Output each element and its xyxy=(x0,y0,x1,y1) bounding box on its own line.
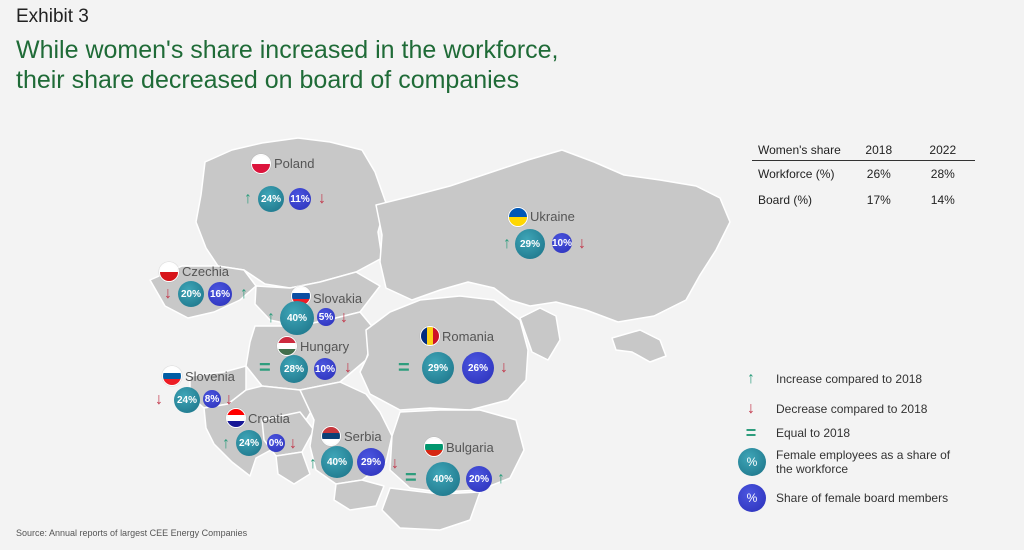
poland-workforce-trend-up-icon: ↑ xyxy=(244,190,252,207)
country-label-czechia: Czechia xyxy=(182,264,229,279)
serbia-board-bubble: 29% xyxy=(357,448,385,476)
country-shape-moldova xyxy=(519,307,561,361)
czechia-board-bubble: 16% xyxy=(208,282,232,306)
country-shape-bulgaria xyxy=(389,409,525,493)
table-header-row: Women's share 2018 2022 xyxy=(752,140,975,161)
czechia-workforce-trend-down-icon: ↓ xyxy=(164,285,172,302)
legend-board-circle-icon: % xyxy=(738,484,766,512)
hungary-board-bubble: 10% xyxy=(314,358,336,380)
table-header-2018: 2018 xyxy=(846,140,911,161)
hungary-board-trend-down-icon: ↓ xyxy=(344,359,352,376)
ukraine-board-bubble: 10% xyxy=(552,233,572,253)
source-note: Source: Annual reports of largest CEE En… xyxy=(16,528,248,538)
country-label-ukraine: Ukraine xyxy=(530,209,575,224)
serbia-workforce-trend-up-icon: ↑ xyxy=(309,455,317,472)
table-cell-board-2022: 14% xyxy=(930,193,955,207)
bulgaria-board-bubble: 20% xyxy=(466,466,492,492)
ukraine-board-trend-down-icon: ↓ xyxy=(578,235,586,252)
croatia-board-trend-down-icon: ↓ xyxy=(289,435,297,452)
croatia-flag-icon xyxy=(226,408,246,428)
czechia-workforce-bubble: 20% xyxy=(178,281,204,307)
legend-equal-sign-icon: = xyxy=(745,423,757,443)
title-line-1: While women's share increased in the wor… xyxy=(16,36,559,64)
legend-decrease-arrow-icon: ↓ xyxy=(747,400,755,417)
ukraine-workforce-trend-up-icon: ↑ xyxy=(503,235,511,252)
serbia-workforce-bubble: 40% xyxy=(321,446,353,478)
hungary-workforce-trend-equal-icon: = xyxy=(259,357,271,379)
country-shape-north-macedonia xyxy=(333,479,385,511)
romania-board-trend-down-icon: ↓ xyxy=(500,359,508,376)
romania-workforce-bubble: 29% xyxy=(422,352,454,384)
legend-increase-label: Increase compared to 2018 xyxy=(776,372,923,386)
country-label-slovenia: Slovenia xyxy=(185,369,235,384)
table-cell-workforce-2018: 26% xyxy=(866,167,891,181)
poland-board-bubble: 11% xyxy=(289,188,311,210)
title-line-2: their share decreased on board of compan… xyxy=(16,66,520,94)
country-label-croatia: Croatia xyxy=(248,411,290,426)
poland-flag-icon xyxy=(251,154,271,174)
country-label-bulgaria: Bulgaria xyxy=(446,440,494,455)
legend-increase-arrow-icon: ↑ xyxy=(747,370,755,387)
table-cell-board-label: Board (%) xyxy=(758,193,813,207)
legend-decrease-label: Decrease compared to 2018 xyxy=(776,402,928,416)
legend-workforce-label-line-2: the workforce xyxy=(776,462,849,476)
croatia-workforce-bubble: 24% xyxy=(236,430,262,456)
hungary-workforce-bubble: 28% xyxy=(280,355,308,383)
bulgaria-workforce-bubble: 40% xyxy=(426,462,460,496)
country-shape-south-balkans xyxy=(381,487,481,531)
table-row-workforce: Workforce (%) 26% 28% xyxy=(752,161,975,188)
legend-equal-label: Equal to 2018 xyxy=(776,426,851,440)
country-label-serbia: Serbia xyxy=(344,429,382,444)
country-label-poland: Poland xyxy=(274,156,315,171)
croatia-board-bubble: 0% xyxy=(267,434,285,452)
legend-board-label: Share of female board members xyxy=(776,491,949,505)
bulgaria-flag-icon xyxy=(424,437,444,457)
bulgaria-board-trend-up-icon: ↑ xyxy=(497,470,505,487)
legend-workforce-circle-icon: % xyxy=(738,448,766,476)
womens-share-table: Women's share 2018 2022 Workforce (%) 26… xyxy=(752,140,975,213)
country-shape-poland xyxy=(195,137,387,289)
slovenia-flag-icon xyxy=(162,366,182,386)
slovenia-board-trend-down-icon: ↓ xyxy=(225,391,233,408)
slovenia-workforce-bubble: 24% xyxy=(174,387,200,413)
table-cell-workforce-2022: 28% xyxy=(930,167,955,181)
serbia-flag-icon xyxy=(321,426,341,446)
slovakia-board-trend-down-icon: ↓ xyxy=(340,309,348,326)
romania-board-bubble: 26% xyxy=(462,352,494,384)
table-cell-board-2018: 17% xyxy=(866,193,891,207)
poland-board-trend-down-icon: ↓ xyxy=(318,190,326,207)
czechia-flag-icon xyxy=(159,262,179,282)
ukraine-flag-icon xyxy=(508,207,528,227)
legend-workforce-label-line-1: Female employees as a share of xyxy=(776,448,951,462)
croatia-workforce-trend-up-icon: ↑ xyxy=(222,435,230,452)
country-shape-montenegro xyxy=(275,451,311,485)
slovakia-workforce-bubble: 40% xyxy=(280,301,314,335)
romania-flag-icon xyxy=(420,326,440,346)
czechia-board-trend-up-icon: ↑ xyxy=(240,285,248,302)
table-row-board: Board (%) 17% 14% xyxy=(752,187,975,213)
country-shape-crimea xyxy=(611,329,667,363)
country-label-romania: Romania xyxy=(442,329,495,344)
romania-workforce-trend-equal-icon: = xyxy=(398,357,410,379)
country-label-slovakia: Slovakia xyxy=(313,291,363,306)
table-cell-workforce-label: Workforce (%) xyxy=(758,167,835,181)
hungary-flag-icon xyxy=(277,336,297,356)
slovenia-workforce-trend-down-icon: ↓ xyxy=(155,391,163,408)
bulgaria-workforce-trend-equal-icon: = xyxy=(405,467,417,489)
country-label-hungary: Hungary xyxy=(300,339,350,354)
serbia-board-trend-down-icon: ↓ xyxy=(391,455,399,472)
ukraine-workforce-bubble: 29% xyxy=(515,229,545,259)
exhibit-label: Exhibit 3 xyxy=(16,6,89,27)
table-header-label: Women's share xyxy=(752,140,847,161)
page-title: While women's share increased in the wor… xyxy=(16,35,656,95)
slovakia-workforce-trend-up-icon: ↑ xyxy=(267,309,275,326)
poland-workforce-bubble: 24% xyxy=(258,186,284,212)
slovakia-board-bubble: 5% xyxy=(317,308,335,326)
table-header-2022: 2022 xyxy=(910,140,975,161)
slovenia-board-bubble: 8% xyxy=(203,390,221,408)
